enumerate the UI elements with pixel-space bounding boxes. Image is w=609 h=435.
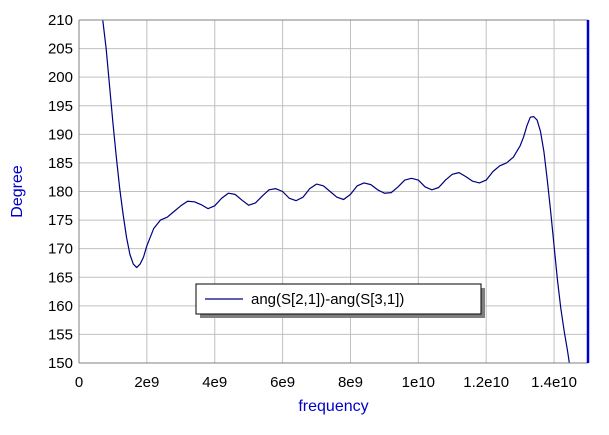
x-tick-label: 4e9 [202, 374, 227, 391]
y-tick-label: 170 [48, 241, 73, 258]
legend-box [195, 283, 482, 315]
x-tick-label: 0 [75, 374, 83, 391]
grid [79, 20, 588, 363]
y-tick-label: 205 [48, 41, 73, 58]
y-tick-label: 180 [48, 184, 73, 201]
tick-labels: 0 2e9 4e9 6e9 8e9 1e10 1.2e10 1.4e10 150 155 160 16… [48, 12, 577, 391]
y-tick-label: 150 [48, 355, 73, 372]
y-tick-label: 195 [48, 98, 73, 115]
x-tick-label: 1e10 [402, 374, 435, 391]
x-axis-label: frequency [298, 398, 368, 415]
series-line-0 [102, 20, 570, 363]
y-tick-label: 175 [48, 212, 73, 229]
y-tick-label: 155 [48, 326, 73, 343]
legend-entry-label: ang(S[2,1])-ang(S[3,1]) [251, 291, 404, 308]
plot-frame [78, 19, 590, 364]
y-tick-label: 200 [48, 69, 73, 86]
y-axis-label: Degree [9, 165, 26, 218]
x-tick-label: 8e9 [338, 374, 363, 391]
legend: ang(S[2,1])-ang(S[3,1]) [195, 283, 485, 318]
y-tick-label: 190 [48, 126, 73, 143]
x-tick-label: 1.4e10 [531, 374, 577, 391]
x-tick-label: 6e9 [270, 374, 295, 391]
x-tick-label: 2e9 [134, 374, 159, 391]
x-tick-label: 1.2e10 [463, 374, 509, 391]
y-tick-label: 185 [48, 155, 73, 172]
y-tick-label: 210 [48, 12, 73, 29]
y-tick-label: 160 [48, 298, 73, 315]
y-tick-label: 165 [48, 269, 73, 286]
series-layer [102, 20, 570, 363]
